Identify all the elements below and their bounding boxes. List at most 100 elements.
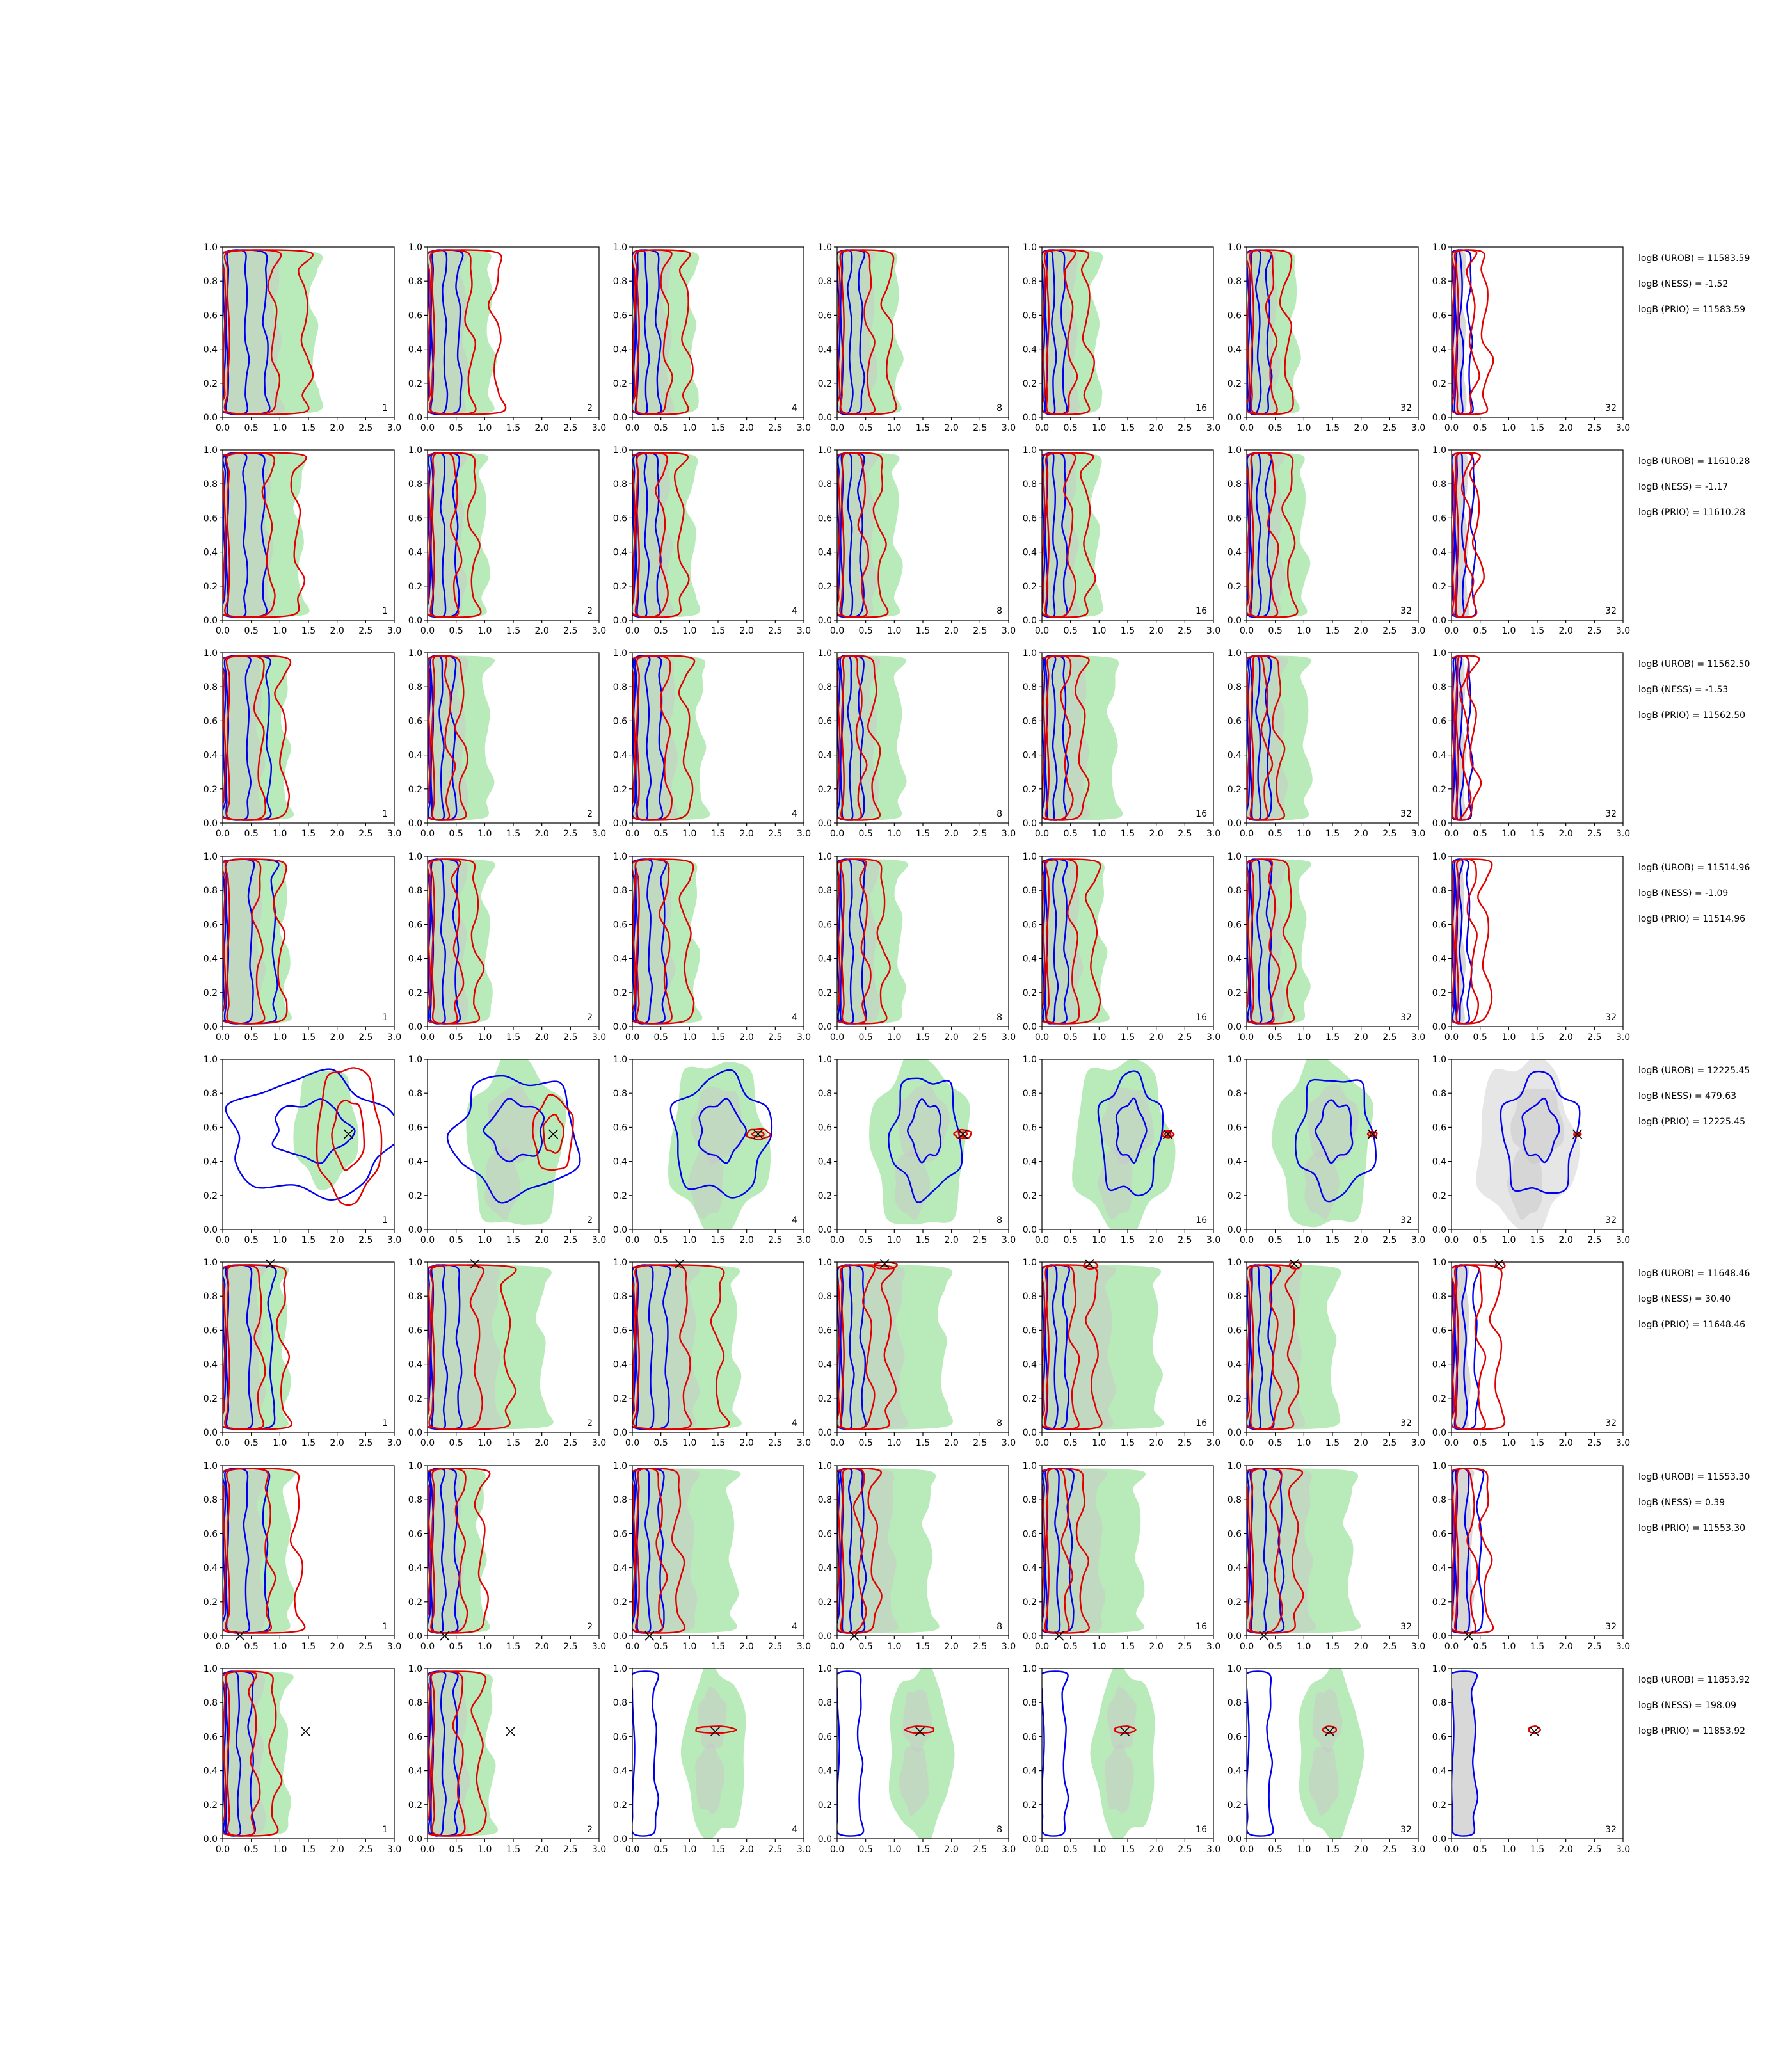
blue-contour [1452,655,1474,821]
y-tick-label: 0.2 [408,988,422,998]
x-tick-label: 3.0 [387,626,401,636]
panel-sample-label: 16 [1196,1418,1207,1428]
y-tick-label: 1.0 [818,1664,832,1674]
x-tick-label: 1.5 [1325,626,1340,636]
panel-frame [836,652,1009,824]
x-tick-label: 0.0 [1035,1032,1049,1043]
y-tick-label: 0.8 [204,1495,218,1505]
panel-sample-label: 2 [587,809,593,819]
x-tick-label: 1.5 [1530,1642,1544,1652]
x-tick-label: 3.0 [797,1032,811,1043]
y-tick-label: 1.0 [613,1258,627,1268]
x-tick-label: 1.5 [711,829,725,839]
y-tick-label: 0.4 [408,1766,422,1777]
y-tick-label: 0.8 [1023,682,1037,692]
y-tick-label: 0.6 [613,1123,627,1133]
x-tick-label: 2.5 [1587,1844,1601,1855]
y-tick-label: 0.2 [408,785,422,795]
y-tick-label: 0.8 [408,479,422,490]
x-tick-label: 1.0 [1297,1032,1311,1043]
y-tick-label: 0.0 [1023,616,1037,626]
x-tick-label: 1.0 [477,1642,492,1652]
y-tick-label: 0.8 [1228,1089,1242,1099]
logb-prio-text: logB (PRIO) = 11553.30 [1638,1523,1745,1533]
panel-sample-label: 32 [1400,403,1412,413]
panel-frame [632,856,804,1027]
y-tick-label: 1.0 [1023,1055,1037,1065]
panel-frame [1041,856,1214,1027]
y-tick-label: 0.0 [204,1834,218,1844]
x-tick-label: 1.5 [506,829,520,839]
panel-frame [1041,246,1214,418]
x-tick-label: 2.0 [945,423,959,433]
y-tick-label: 0.8 [818,1495,832,1505]
panel-r6-c3: 0.0 0.5 1.0 1.5 2.0 2.5 3.0 0.0 0.2 0.4 0.6 0.8 1.0 4 [613,1258,811,1448]
x-tick-label: 0.0 [216,1438,230,1448]
x-tick-label: 0.5 [654,1642,668,1652]
x-tick-label: 2.0 [740,1844,754,1855]
blue-contour [223,1670,256,1837]
x-tick-label: 1.0 [682,1235,696,1245]
x-tick-label: 2.5 [768,1235,782,1245]
x-tick-label: 1.0 [273,1438,287,1448]
panel-sample-label: 32 [1400,1418,1412,1428]
panel-r8-c2: 0.0 0.5 1.0 1.5 2.0 2.5 3.0 0.0 0.2 0.4 0.6 0.8 1.0 2 [408,1664,606,1855]
red-contour [632,249,694,415]
logb-prio-text: logB (PRIO) = 11853.92 [1638,1726,1745,1736]
y-tick-label: 0.8 [613,1089,627,1099]
panel-r8-c3: 0.0 0.5 1.0 1.5 2.0 2.5 3.0 0.0 0.2 0.4 0.6 0.8 1.0 4 [613,1664,811,1855]
y-tick-label: 1.0 [1432,1461,1446,1471]
y-tick-label: 0.0 [1432,1022,1446,1032]
red-contour [632,452,690,618]
logb-urob-text: logB (UROB) = 11514.96 [1638,863,1750,873]
y-tick-label: 1.0 [613,1461,627,1471]
x-tick-label: 2.5 [768,626,782,636]
x-tick-label: 0.5 [654,1438,668,1448]
y-tick-label: 0.0 [204,1225,218,1235]
y-tick-label: 0.0 [1432,819,1446,829]
x-tick-label: 3.0 [1002,1235,1016,1245]
x-tick-label: 2.5 [1587,1642,1601,1652]
x-tick-label: 1.5 [506,1032,520,1043]
panel-sample-label: 4 [792,1418,797,1428]
panel-r2-c7: 0.0 0.5 1.0 1.5 2.0 2.5 3.0 0.0 0.2 0.4 0.6 0.8 1.0 3… [1432,445,1630,636]
x-tick-label: 0.5 [244,1438,259,1448]
y-tick-label: 0.2 [204,582,218,592]
y-tick-label: 0.0 [1023,1428,1037,1438]
x-tick-label: 1.0 [887,626,901,636]
panel-frame [1451,1059,1624,1230]
x-tick-label: 1.5 [916,1642,930,1652]
x-tick-label: 2.0 [330,1438,344,1448]
x-tick-label: 1.0 [273,1844,287,1855]
y-tick-label: 0.6 [818,1123,832,1133]
y-tick-label: 0.8 [1228,479,1242,490]
y-tick-label: 0.0 [408,1428,422,1438]
x-tick-label: 2.5 [1587,829,1601,839]
y-tick-label: 0.2 [1228,1800,1242,1811]
y-tick-label: 0.2 [613,1800,627,1811]
y-tick-label: 0.8 [408,276,422,287]
logb-prio-text: logB (PRIO) = 11562.50 [1638,710,1745,721]
x-tick-label: 2.5 [1587,1235,1601,1245]
x-tick-label: 3.0 [592,829,606,839]
y-tick-label: 0.0 [408,1022,422,1032]
y-tick-label: 0.6 [818,920,832,930]
x-tick-label: 1.0 [1501,1844,1516,1855]
x-tick-label: 1.0 [887,1235,901,1245]
y-tick-label: 0.0 [204,1428,218,1438]
x-tick-label: 2.5 [358,1642,372,1652]
y-tick-label: 0.8 [818,1698,832,1708]
x-tick-label: 3.0 [1616,626,1630,636]
y-tick-label: 0.8 [204,886,218,896]
y-tick-label: 0.2 [1432,379,1446,389]
panel-r8-c1: 0.0 0.5 1.0 1.5 2.0 2.5 3.0 0.0 0.2 0.4 0.6 0.8 1.0 1 [204,1664,401,1855]
x-tick-label: 3.0 [797,626,811,636]
true-value-marker [753,1129,764,1139]
panel-frame [427,1059,600,1230]
true-value-marker [1529,1726,1540,1736]
y-tick-label: 0.6 [818,310,832,321]
y-tick-label: 0.2 [408,1394,422,1404]
y-tick-label: 0.4 [613,345,627,355]
panel-r5-c7: 0.0 0.5 1.0 1.5 2.0 2.5 3.0 0.0 0.2 0.4 0.6 0.8 1.0 3… [1432,1055,1630,1245]
